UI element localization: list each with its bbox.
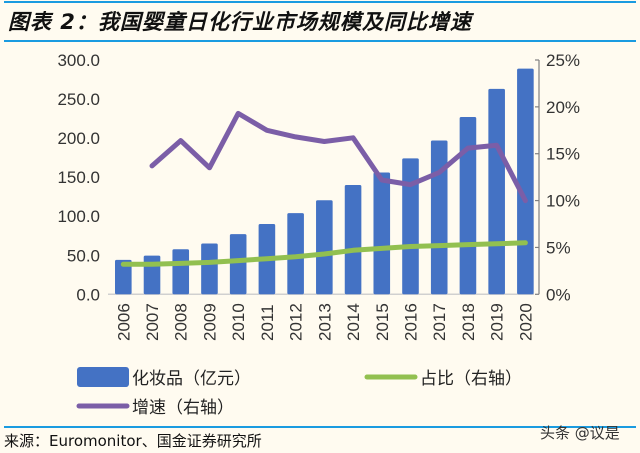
x-tick-label: 2020 bbox=[516, 303, 535, 341]
left-tick-label: 0.0 bbox=[76, 285, 100, 304]
top-rule bbox=[4, 1, 636, 3]
bar-2020 bbox=[517, 68, 534, 295]
legend-label-growth: 增速（右轴） bbox=[132, 398, 234, 418]
x-tick-label: 2018 bbox=[459, 303, 478, 341]
bar-2010 bbox=[229, 234, 247, 295]
x-tick-label: 2015 bbox=[373, 303, 392, 341]
x-tick-label: 2013 bbox=[315, 303, 334, 341]
x-tick-label: 2014 bbox=[344, 303, 363, 341]
x-tick-label: 2016 bbox=[402, 303, 421, 341]
x-tick-label: 2007 bbox=[143, 303, 162, 341]
left-tick-label: 300.0 bbox=[57, 51, 100, 70]
right-tick-label: 15% bbox=[546, 145, 580, 164]
bar-2009 bbox=[201, 243, 218, 295]
title-rule bbox=[4, 40, 636, 42]
bar-2007 bbox=[143, 255, 161, 295]
right-tick-label: 20% bbox=[546, 98, 580, 117]
bar-2006 bbox=[115, 259, 132, 295]
right-tick-label: 5% bbox=[546, 238, 571, 257]
left-tick-label: 50.0 bbox=[67, 246, 100, 265]
right-tick-label: 25% bbox=[546, 51, 580, 70]
x-tick-label: 2012 bbox=[287, 303, 306, 341]
chart-title: 图表 2：我国婴童日化行业市场规模及同比增速 bbox=[8, 10, 472, 34]
x-tick-label: 2009 bbox=[200, 303, 219, 341]
left-tick-label: 100.0 bbox=[57, 207, 100, 226]
left-tick-label: 250.0 bbox=[57, 90, 100, 109]
bar-2013 bbox=[316, 200, 333, 295]
x-tick-label: 2006 bbox=[114, 303, 133, 341]
left-tick-label: 150.0 bbox=[57, 168, 100, 187]
legend-label-bar: 化妆品（亿元） bbox=[132, 369, 251, 389]
bar-2016 bbox=[402, 158, 419, 295]
right-tick-label: 10% bbox=[546, 192, 580, 211]
watermark: 头条 @议是 bbox=[540, 424, 620, 442]
left-tick-label: 200.0 bbox=[57, 129, 100, 148]
right-tick-label: 0% bbox=[546, 285, 571, 304]
x-tick-label: 2019 bbox=[488, 303, 507, 341]
legend-label-share: 占比（右轴） bbox=[420, 369, 522, 389]
bar-2019 bbox=[488, 88, 505, 295]
x-tick-label: 2017 bbox=[430, 303, 449, 341]
source-rule bbox=[4, 426, 636, 428]
legend-swatch-bar bbox=[77, 367, 129, 387]
bar-2008 bbox=[172, 249, 190, 295]
x-tick-label: 2008 bbox=[172, 303, 191, 341]
x-tick-label: 2010 bbox=[229, 303, 248, 341]
source-note: 来源：Euromonitor、国金证券研究所 bbox=[4, 432, 262, 450]
bar-2015 bbox=[373, 172, 391, 295]
bar-2014 bbox=[344, 184, 362, 295]
legend: 化妆品（亿元） 占比（右轴） 增速（右轴） bbox=[76, 367, 522, 418]
bar-2018 bbox=[459, 117, 477, 295]
bar-2017 bbox=[430, 140, 448, 295]
bar-2012 bbox=[287, 213, 304, 295]
x-tick-label: 2011 bbox=[258, 304, 277, 341]
line-series bbox=[149, 110, 528, 204]
